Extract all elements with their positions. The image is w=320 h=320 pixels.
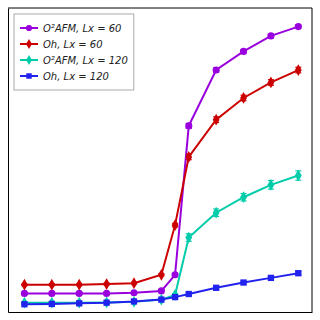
series [21, 270, 301, 307]
point [76, 300, 82, 306]
legend-item: O²AFM, Lx = 120 [20, 55, 128, 66]
point [158, 296, 164, 302]
series-line [24, 70, 298, 285]
point [267, 32, 274, 39]
series-line [24, 176, 298, 303]
point [21, 290, 28, 297]
point [76, 290, 83, 297]
point [213, 66, 220, 73]
frame-right [312, 8, 313, 312]
point [131, 277, 138, 289]
series [21, 64, 302, 290]
axis-line [9, 312, 313, 313]
point [172, 219, 179, 231]
legend-label: Oh, Lx = 60 [43, 39, 103, 50]
x-axis [9, 312, 313, 313]
point [185, 122, 192, 129]
point [103, 278, 110, 290]
legend-label: O²AFM, Lx = 60 [43, 23, 121, 34]
point [103, 296, 110, 308]
point [268, 179, 275, 191]
point [213, 207, 220, 219]
point [76, 279, 83, 291]
point [48, 279, 55, 291]
point [49, 301, 55, 307]
legend-marker [26, 55, 32, 65]
point [240, 48, 247, 55]
legend: O²AFM, Lx = 60 Oh, Lx = 60 O²AFM, Lx = 120… [14, 14, 134, 90]
legend-label: Oh, Lx = 120 [43, 71, 109, 82]
legend-label: O²AFM, Lx = 120 [43, 55, 128, 66]
legend-box [14, 14, 134, 90]
point [240, 279, 246, 285]
point [76, 297, 83, 309]
point [48, 297, 55, 309]
y-axis [8, 9, 9, 313]
point [103, 300, 109, 306]
series-line [24, 273, 298, 304]
point [171, 271, 178, 278]
point [172, 289, 179, 301]
point [268, 275, 274, 281]
point [21, 301, 27, 307]
frame-top [8, 8, 312, 9]
plot: O²AFM, Lx = 60 Oh, Lx = 60 O²AFM, Lx = 120… [8, 8, 313, 313]
point [21, 297, 28, 309]
point [172, 294, 178, 300]
legend-item: O²AFM, Lx = 60 [20, 23, 121, 34]
point [131, 298, 137, 304]
point [131, 296, 138, 308]
legend-marker [26, 25, 32, 31]
point [48, 290, 55, 297]
point [268, 77, 275, 89]
point [295, 23, 302, 30]
point [185, 151, 192, 163]
point [158, 294, 165, 306]
point [21, 279, 28, 291]
legend-marker [26, 39, 32, 49]
point [158, 269, 165, 281]
series [21, 23, 302, 297]
point [213, 114, 220, 126]
point [186, 291, 192, 297]
point [240, 92, 247, 104]
axis-line [8, 9, 9, 313]
legend-item: Oh, Lx = 60 [20, 39, 103, 50]
point [295, 64, 302, 76]
point [240, 191, 247, 203]
chart: O²AFM, Lx = 60 Oh, Lx = 60 O²AFM, Lx = 120… [0, 0, 320, 320]
point [158, 287, 165, 294]
point [295, 270, 301, 276]
point [213, 285, 219, 291]
point [130, 289, 137, 296]
legend-item: Oh, Lx = 120 [20, 71, 109, 82]
point [295, 170, 302, 182]
legend-marker [26, 73, 31, 78]
series [21, 170, 302, 309]
point [103, 290, 110, 297]
point [185, 232, 192, 244]
